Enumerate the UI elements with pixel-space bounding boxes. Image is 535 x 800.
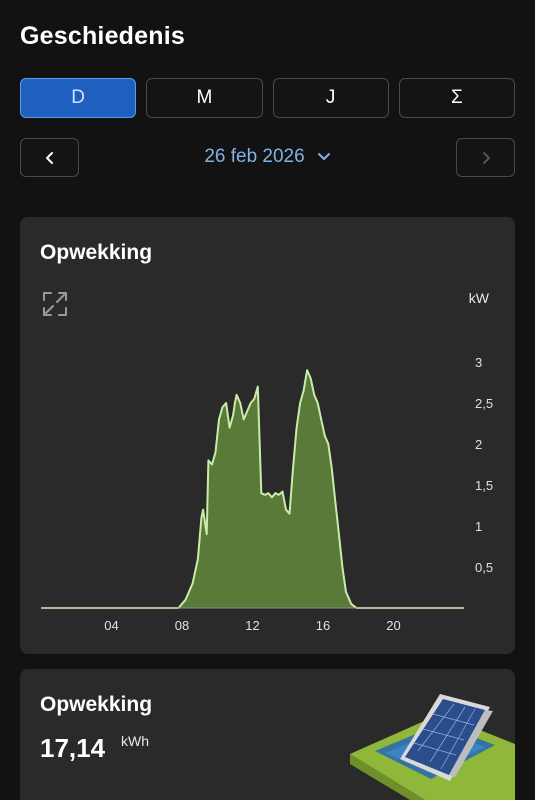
next-date-button[interactable] bbox=[456, 138, 515, 177]
solar-panel-illustration bbox=[350, 694, 515, 800]
tab-month[interactable]: M bbox=[146, 78, 263, 118]
x-tick-label: 08 bbox=[175, 618, 189, 633]
period-tabs: D M J Σ bbox=[20, 78, 515, 118]
date-navigation: 26 feb 2026 bbox=[20, 138, 515, 177]
production-total-value: 17,14 bbox=[40, 733, 106, 763]
production-total-unit: kWh bbox=[121, 733, 149, 749]
expand-icon[interactable] bbox=[42, 291, 68, 322]
tab-year[interactable]: J bbox=[272, 78, 389, 118]
chart-card-title: Opwekking bbox=[40, 241, 153, 264]
chevron-right-icon bbox=[482, 151, 490, 164]
y-tick-label: 1 bbox=[475, 519, 482, 534]
date-label: 26 feb 2026 bbox=[204, 146, 305, 168]
page-title: Geschiedenis bbox=[20, 22, 185, 50]
previous-date-button[interactable] bbox=[20, 138, 79, 177]
production-total-card: Opwekking 17,14 kWh bbox=[20, 669, 515, 800]
series-line bbox=[41, 369, 464, 609]
y-tick-label: 3 bbox=[475, 355, 482, 370]
x-tick-label: 12 bbox=[245, 618, 259, 633]
x-tick-label: 04 bbox=[104, 618, 118, 633]
production-area-chart: 04 08 12 16 20 0,5 1 1,5 2 2,5 3 bbox=[41, 355, 493, 633]
date-selector[interactable]: 26 feb 2026 bbox=[20, 146, 515, 168]
area-fill bbox=[41, 370, 464, 608]
y-tick-label: 2 bbox=[475, 437, 482, 452]
chart-unit-label: kW bbox=[468, 290, 489, 306]
y-tick-label: 1,5 bbox=[475, 478, 493, 493]
total-card-title: Opwekking bbox=[40, 693, 153, 716]
chevron-left-icon bbox=[45, 151, 53, 164]
chevron-down-icon bbox=[317, 146, 331, 168]
y-tick-label: 2,5 bbox=[475, 396, 493, 411]
tab-total[interactable]: Σ bbox=[398, 78, 515, 118]
y-tick-label: 0,5 bbox=[475, 560, 493, 575]
tab-day[interactable]: D bbox=[20, 78, 137, 118]
x-tick-label: 20 bbox=[386, 618, 400, 633]
x-tick-label: 16 bbox=[316, 618, 330, 633]
production-chart-card: Opwekking kW 04 08 12 16 20 0,5 1 1,5 2 2,5 3 bbox=[20, 217, 515, 654]
